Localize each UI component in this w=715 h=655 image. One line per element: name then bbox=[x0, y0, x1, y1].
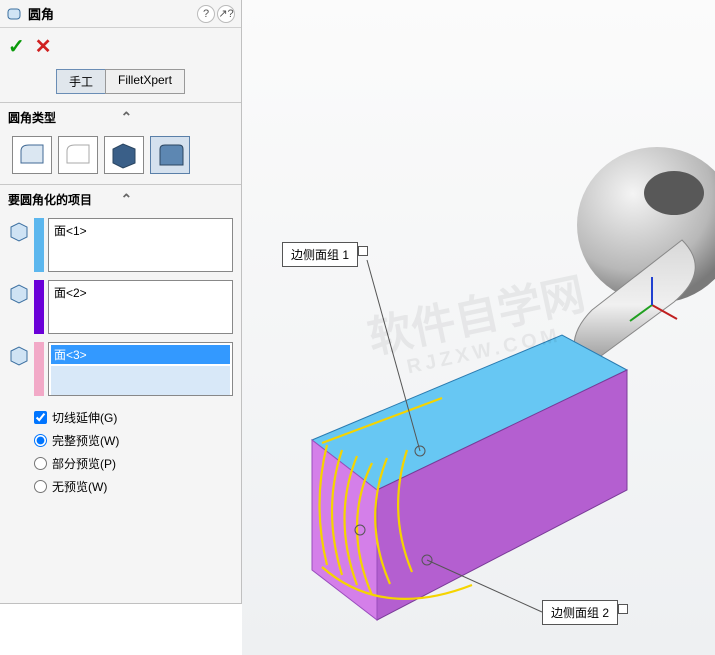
graphics-viewport[interactable]: 边侧面组 1 边侧面组 2 软件自学网 RJZXW.COM bbox=[242, 0, 715, 655]
section-fillet-type-header[interactable]: 圆角类型 ⌃ bbox=[0, 103, 241, 132]
face1-item[interactable]: 面<1> bbox=[51, 221, 230, 240]
fillet-icon bbox=[6, 5, 24, 23]
full-preview-label: 完整预览(W) bbox=[52, 432, 119, 449]
no-preview-label: 无预览(W) bbox=[52, 478, 107, 495]
no-preview-radio[interactable] bbox=[34, 480, 47, 493]
callout-side-1[interactable]: 边侧面组 1 bbox=[282, 242, 358, 267]
face2-swatch bbox=[34, 280, 44, 334]
section-fillet-type: 圆角类型 ⌃ bbox=[0, 102, 241, 184]
tab-manual[interactable]: 手工 bbox=[56, 69, 105, 94]
opt-tangent: 切线延伸(G) bbox=[34, 406, 229, 429]
face1-listbox[interactable]: 面<1> bbox=[48, 218, 233, 272]
partial-preview-label: 部分预览(P) bbox=[52, 455, 116, 472]
cancel-button[interactable]: ✕ bbox=[35, 34, 52, 59]
section-items-header[interactable]: 要圆角化的项目 ⌃ bbox=[0, 185, 241, 214]
mode-tabs: 手工 FilletXpert bbox=[0, 65, 241, 102]
panel-header: 圆角 ? ↗? bbox=[0, 0, 241, 28]
fillet-options: 切线延伸(G) 完整预览(W) 部分预览(P) 无预览(W) bbox=[0, 400, 241, 504]
callout-side-2-label: 边侧面组 2 bbox=[551, 606, 609, 620]
face-set-icon bbox=[8, 344, 30, 366]
confirm-row: ✓ ✕ bbox=[0, 28, 241, 65]
help-buttons: ? ↗? bbox=[197, 5, 235, 23]
fillet-type-full-round[interactable] bbox=[150, 136, 190, 174]
fillet-type-face[interactable] bbox=[104, 136, 144, 174]
face-set-1: 面<1> bbox=[0, 214, 241, 276]
face2-item[interactable]: 面<2> bbox=[51, 283, 230, 302]
tangent-checkbox[interactable] bbox=[34, 411, 47, 424]
face1-swatch bbox=[34, 218, 44, 272]
panel-title: 圆角 bbox=[28, 4, 197, 23]
opt-no-preview: 无预览(W) bbox=[34, 475, 229, 498]
chevron-up-icon: ⌃ bbox=[121, 191, 234, 208]
face-set-icon bbox=[8, 220, 30, 242]
face-set-2: 面<2> bbox=[0, 276, 241, 338]
model-sphere-bore bbox=[644, 171, 704, 215]
face3-listbox-empty bbox=[51, 366, 230, 396]
section-fillet-type-title: 圆角类型 bbox=[8, 109, 121, 126]
fillet-type-variable[interactable] bbox=[58, 136, 98, 174]
callout-side-2[interactable]: 边侧面组 2 bbox=[542, 600, 618, 625]
chevron-up-icon: ⌃ bbox=[121, 109, 234, 126]
tab-filletxpert[interactable]: FilletXpert bbox=[105, 69, 185, 94]
section-items: 要圆角化的项目 ⌃ 面<1> 面<2> bbox=[0, 184, 241, 504]
face3-swatch bbox=[34, 342, 44, 396]
opt-full-preview: 完整预览(W) bbox=[34, 429, 229, 452]
section-items-title: 要圆角化的项目 bbox=[8, 191, 121, 208]
face3-listbox[interactable]: 面<3> bbox=[48, 342, 233, 396]
fillet-type-constant[interactable] bbox=[12, 136, 52, 174]
fillet-type-icons bbox=[0, 132, 241, 184]
callout-side-1-label: 边侧面组 1 bbox=[291, 248, 349, 262]
help-icon[interactable]: ? bbox=[197, 5, 215, 23]
full-preview-radio[interactable] bbox=[34, 434, 47, 447]
callout-pin-icon[interactable] bbox=[358, 246, 368, 256]
face-set-icon bbox=[8, 282, 30, 304]
model-svg bbox=[242, 0, 715, 655]
face3-item[interactable]: 面<3> bbox=[51, 345, 230, 364]
callout-pin-icon[interactable] bbox=[618, 604, 628, 614]
tangent-label: 切线延伸(G) bbox=[52, 409, 117, 426]
face2-listbox[interactable]: 面<2> bbox=[48, 280, 233, 334]
callout2-leader bbox=[427, 560, 542, 612]
help-context-icon[interactable]: ↗? bbox=[217, 5, 235, 23]
ok-button[interactable]: ✓ bbox=[8, 34, 25, 59]
face-set-3: 面<3> bbox=[0, 338, 241, 400]
fillet-property-panel: 圆角 ? ↗? ✓ ✕ 手工 FilletXpert 圆角类型 ⌃ bbox=[0, 0, 242, 604]
opt-partial-preview: 部分预览(P) bbox=[34, 452, 229, 475]
partial-preview-radio[interactable] bbox=[34, 457, 47, 470]
